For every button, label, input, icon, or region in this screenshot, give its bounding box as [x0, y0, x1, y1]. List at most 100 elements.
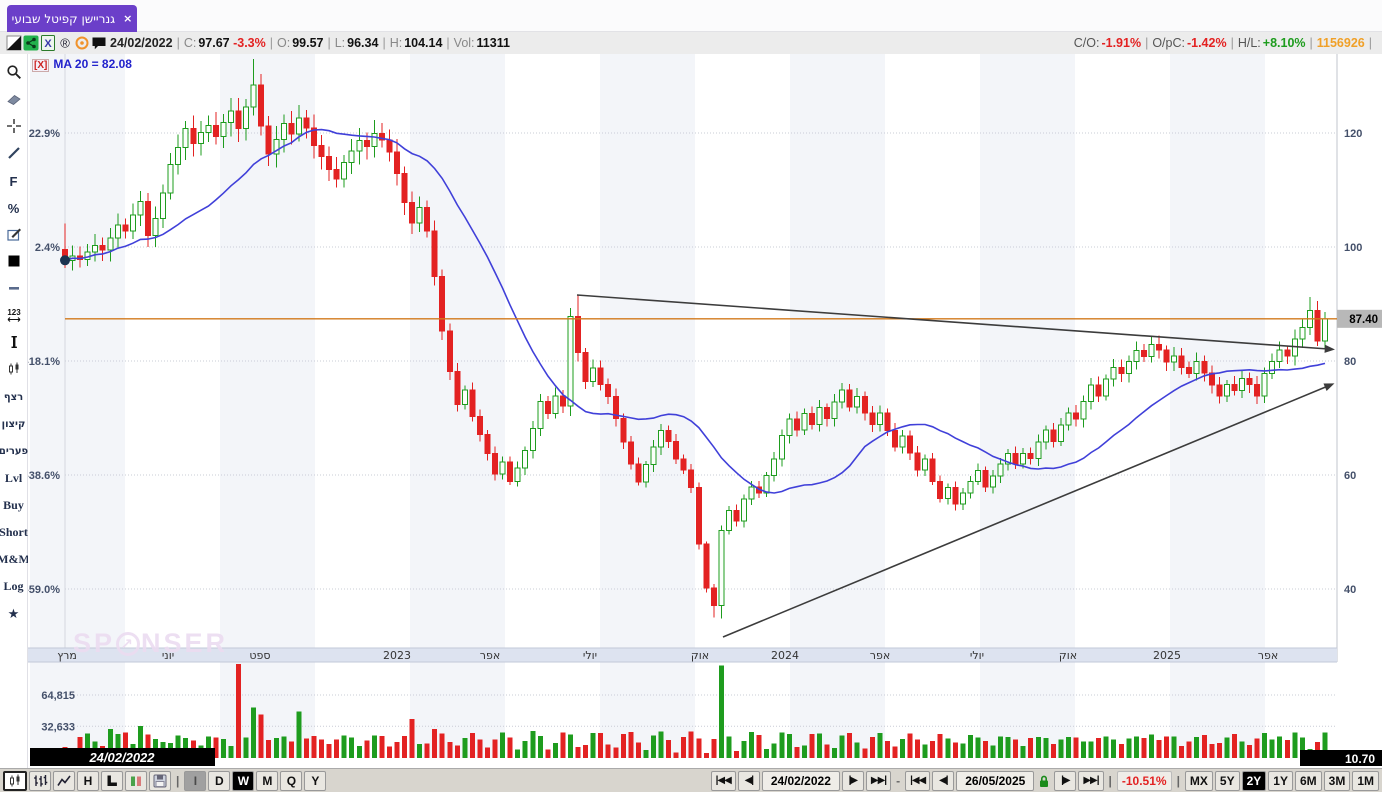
svg-text:-59.0%: -59.0%: [28, 584, 60, 596]
chart-tab[interactable]: גנריישן קפיטל שבועי ×: [7, 5, 137, 32]
sidebar-item-eraser-tool[interactable]: [1, 87, 27, 114]
line-icon: [6, 145, 22, 164]
svg-text:מרץ: מרץ: [57, 649, 77, 662]
end-first-button[interactable]: |◀◀: [905, 770, 931, 791]
start-next-button[interactable]: |▶: [841, 770, 864, 791]
quote-field: | C: 97.67 -3.3%: [176, 36, 266, 50]
range-button-1Y[interactable]: 1Y: [1268, 770, 1293, 791]
dash-icon: [6, 280, 22, 299]
comment-icon[interactable]: [91, 35, 107, 51]
lock-icon[interactable]: [1036, 773, 1052, 789]
svg-text:2025: 2025: [1153, 649, 1181, 662]
start-last-button[interactable]: ▶▶|: [865, 770, 892, 791]
registered-icon[interactable]: ®: [57, 35, 73, 51]
end-date-box[interactable]: 26/05/2025: [956, 770, 1035, 791]
end-prev-button[interactable]: ◀|: [932, 770, 955, 791]
end-next-button[interactable]: |▶: [1054, 770, 1077, 791]
sidebar-item-short-tool[interactable]: Short: [0, 525, 28, 539]
sidebar-item-buy-tool[interactable]: Buy: [3, 498, 24, 512]
sidebar-item-kitzon-tool[interactable]: קיצון: [1, 419, 26, 430]
sidebar-item-pearim-tool[interactable]: פערים: [0, 446, 29, 457]
svg-text:אוק: אוק: [1059, 649, 1077, 662]
svg-text:אפר: אפר: [1258, 649, 1278, 662]
svg-text:10.70: 10.70: [1345, 752, 1375, 766]
quote-field: | H: 104.14: [382, 36, 443, 50]
sidebar-item-log-scale-tool[interactable]: Log: [3, 579, 24, 593]
colored-bars-button[interactable]: [125, 770, 147, 791]
svg-text:-18.1%: -18.1%: [28, 356, 60, 368]
start-date-box[interactable]: 24/02/2022: [761, 770, 840, 791]
sidebar-item-fibonacci-tool[interactable]: F: [9, 174, 18, 189]
svg-text:2.4%: 2.4%: [35, 242, 60, 254]
ma-remove-button[interactable]: [X]: [32, 59, 50, 72]
range-button-5Y[interactable]: 5Y: [1214, 770, 1240, 791]
period-button-W[interactable]: W: [232, 770, 255, 791]
excel-icon[interactable]: X: [40, 35, 56, 51]
price-volume-chart[interactable]: 22.9% 120 2.4% 100 -18.1% 80 -38.6% 60 -59.0% 40 8…: [28, 54, 1382, 768]
period-button-M[interactable]: M: [256, 770, 279, 791]
ohlc-bars-chart-button[interactable]: [29, 770, 51, 791]
sidebar-item-mm-tool[interactable]: M&M: [0, 552, 30, 566]
period-button-Y[interactable]: Y: [304, 770, 327, 791]
heikin-ashi-button[interactable]: H: [77, 770, 99, 791]
period-button-I[interactable]: I: [184, 770, 207, 791]
quote-ratio-field: | O/pC: -1.42%: [1145, 36, 1227, 50]
tab-close-icon[interactable]: ×: [123, 12, 133, 25]
sidebar-item-search-tool[interactable]: [1, 60, 27, 87]
svg-text:2024: 2024: [771, 649, 799, 662]
sidebar-item-retsef-tool[interactable]: רצף: [3, 392, 24, 403]
step-chart-button[interactable]: [101, 770, 123, 791]
range-button-6M[interactable]: 6M: [1294, 770, 1322, 791]
quote-date: 24/02/2022: [110, 36, 173, 50]
square-icon: [6, 253, 22, 272]
search-icon: [6, 64, 22, 83]
sidebar-item-annotate-tool[interactable]: [1, 222, 27, 249]
period-button-D[interactable]: D: [208, 770, 231, 791]
chart-area[interactable]: [X] MA 20 = 82.08 SP ↗ NSER 22.9% 120 2.4% 100…: [28, 54, 1382, 768]
sidebar-item-favorites-tool[interactable]: ★: [7, 605, 20, 621]
sidebar-item-percent-tool[interactable]: %: [7, 201, 20, 216]
period-button-Q[interactable]: Q: [280, 770, 303, 791]
start-first-button[interactable]: |◀◀: [710, 770, 736, 791]
tab-title: גנריישן קפיטל שבועי: [11, 11, 116, 26]
svg-text:64,815: 64,815: [41, 690, 75, 702]
sidebar-item-crosshair-tool[interactable]: [1, 114, 27, 141]
start-prev-button[interactable]: ◀|: [737, 770, 760, 791]
candlestick-chart-button[interactable]: [3, 770, 27, 791]
save-layout-button[interactable]: [149, 770, 171, 791]
sidebar-item-lvl-tool[interactable]: Lvl: [4, 471, 23, 485]
sidebar-item-trendline-tool[interactable]: [1, 141, 27, 168]
toolbar-separator: |: [1108, 773, 1112, 788]
target-icon[interactable]: [74, 35, 90, 51]
range-button-2Y[interactable]: 2Y: [1241, 770, 1267, 791]
candle-icon: [6, 361, 22, 380]
quote-ratio-fields: C/O: -1.91% | O/pC: -1.42% | H/L: +8.10% | 115692…: [1073, 36, 1372, 50]
edit-icon: [6, 226, 22, 245]
range-button-MX[interactable]: MX: [1184, 770, 1213, 791]
range-change-percent: -10.51%: [1116, 770, 1172, 791]
drawing-toolbar: F% 123 רצף קיצון פערים Lvl Buy Short M&M Log ★: [0, 54, 30, 792]
sidebar-item-candles-tool[interactable]: [1, 357, 27, 384]
end-last-button[interactable]: ▶▶|: [1078, 770, 1104, 791]
svg-text:80: 80: [1344, 356, 1356, 368]
svg-text:24/02/2022: 24/02/2022: [88, 750, 155, 765]
line-chart-button[interactable]: [53, 770, 75, 791]
sidebar-item-fill-square-tool[interactable]: [1, 249, 27, 276]
crosshair-icon: [6, 118, 22, 137]
range-button-3M[interactable]: 3M: [1323, 770, 1351, 791]
svg-text:60: 60: [1344, 470, 1356, 482]
range-button-1M[interactable]: 1M: [1352, 770, 1379, 791]
sidebar-item-horizontal-line-tool[interactable]: [1, 276, 27, 303]
quote-field: | L: 96.34: [327, 36, 379, 50]
chart-mini-icon[interactable]: [6, 35, 22, 51]
sidebar-item-vertical-line-tool[interactable]: [1, 330, 27, 357]
svg-text:יולי: יולי: [583, 649, 597, 662]
header-icons: X ®: [6, 35, 107, 51]
svg-text:2023: 2023: [383, 649, 411, 662]
share-icon[interactable]: [23, 35, 39, 51]
ma-legend: [X] MA 20 = 82.08: [32, 57, 132, 72]
svg-text:יולי: יולי: [970, 649, 984, 662]
quote-ratio-field: | H/L: +8.10%: [1230, 36, 1306, 50]
svg-text:123: 123: [7, 308, 21, 317]
sidebar-item-measure-tool[interactable]: 123: [1, 303, 27, 330]
